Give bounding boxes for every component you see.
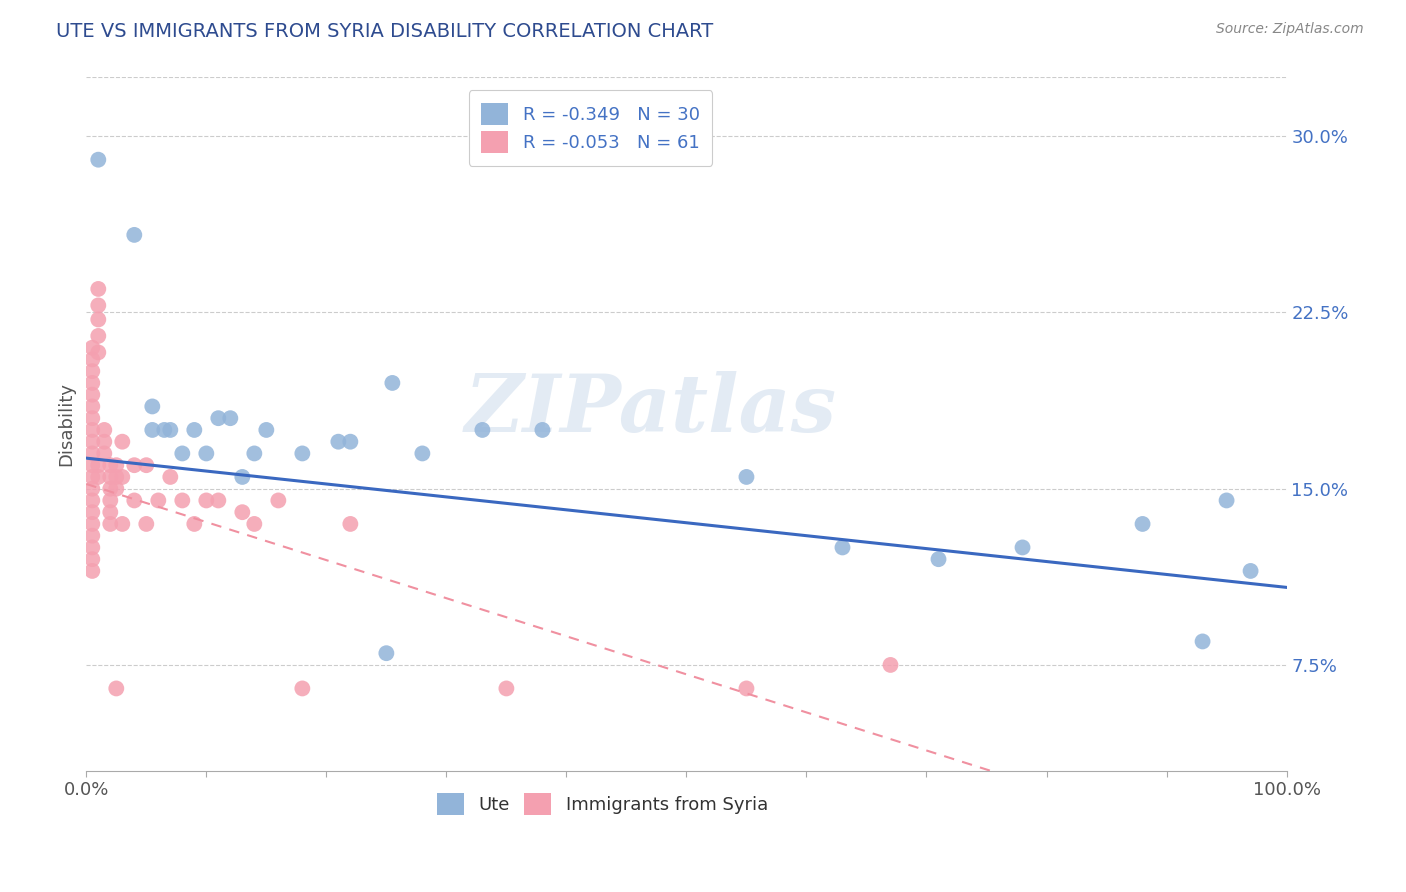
Point bbox=[82, 423, 104, 437]
Point bbox=[82, 387, 104, 401]
Point bbox=[87, 329, 110, 343]
Point bbox=[87, 345, 110, 359]
Point bbox=[159, 470, 181, 484]
Point bbox=[82, 352, 104, 367]
Point bbox=[105, 458, 128, 473]
Point bbox=[195, 493, 218, 508]
Point bbox=[111, 516, 134, 531]
Point bbox=[141, 423, 163, 437]
Point bbox=[82, 529, 104, 543]
Point bbox=[735, 681, 758, 696]
Point bbox=[82, 470, 104, 484]
Point bbox=[82, 482, 104, 496]
Point bbox=[82, 446, 104, 460]
Point bbox=[98, 505, 121, 519]
Point bbox=[124, 227, 146, 242]
Point bbox=[87, 458, 110, 473]
Point bbox=[291, 681, 314, 696]
Point bbox=[82, 541, 104, 555]
Point bbox=[82, 376, 104, 390]
Point bbox=[1191, 634, 1213, 648]
Legend: Ute, Immigrants from Syria: Ute, Immigrants from Syria bbox=[427, 784, 778, 824]
Point bbox=[219, 411, 242, 425]
Point bbox=[82, 411, 104, 425]
Point bbox=[291, 446, 314, 460]
Point bbox=[111, 434, 134, 449]
Point bbox=[105, 482, 128, 496]
Point bbox=[98, 482, 121, 496]
Point bbox=[98, 470, 121, 484]
Point bbox=[82, 458, 104, 473]
Y-axis label: Disability: Disability bbox=[58, 382, 75, 466]
Point bbox=[231, 470, 253, 484]
Point bbox=[153, 423, 176, 437]
Text: UTE VS IMMIGRANTS FROM SYRIA DISABILITY CORRELATION CHART: UTE VS IMMIGRANTS FROM SYRIA DISABILITY … bbox=[56, 22, 713, 41]
Point bbox=[93, 446, 115, 460]
Point bbox=[183, 423, 205, 437]
Point bbox=[531, 423, 554, 437]
Point bbox=[135, 458, 157, 473]
Point bbox=[831, 541, 853, 555]
Point bbox=[93, 423, 115, 437]
Point bbox=[98, 516, 121, 531]
Point bbox=[172, 493, 194, 508]
Point bbox=[82, 564, 104, 578]
Point bbox=[82, 505, 104, 519]
Point bbox=[172, 446, 194, 460]
Point bbox=[124, 458, 146, 473]
Text: Source: ZipAtlas.com: Source: ZipAtlas.com bbox=[1216, 22, 1364, 37]
Point bbox=[375, 646, 398, 660]
Point bbox=[82, 364, 104, 378]
Point bbox=[183, 516, 205, 531]
Point bbox=[243, 516, 266, 531]
Point bbox=[411, 446, 433, 460]
Point bbox=[207, 411, 229, 425]
Point bbox=[879, 657, 901, 672]
Point bbox=[141, 400, 163, 414]
Point bbox=[87, 282, 110, 296]
Point bbox=[243, 446, 266, 460]
Point bbox=[93, 434, 115, 449]
Point bbox=[267, 493, 290, 508]
Point bbox=[207, 493, 229, 508]
Point bbox=[328, 434, 350, 449]
Point bbox=[159, 423, 181, 437]
Point bbox=[87, 153, 110, 167]
Point bbox=[254, 423, 277, 437]
Point bbox=[339, 516, 361, 531]
Point bbox=[1239, 564, 1261, 578]
Point bbox=[87, 312, 110, 326]
Point bbox=[1215, 493, 1237, 508]
Point bbox=[98, 458, 121, 473]
Point bbox=[927, 552, 949, 566]
Point bbox=[195, 446, 218, 460]
Point bbox=[135, 516, 157, 531]
Point bbox=[82, 400, 104, 414]
Point bbox=[82, 434, 104, 449]
Point bbox=[111, 470, 134, 484]
Point bbox=[87, 470, 110, 484]
Point bbox=[339, 434, 361, 449]
Point bbox=[105, 681, 128, 696]
Point bbox=[98, 493, 121, 508]
Point bbox=[105, 470, 128, 484]
Point bbox=[82, 341, 104, 355]
Text: ZIPatlas: ZIPatlas bbox=[464, 371, 837, 449]
Point bbox=[82, 493, 104, 508]
Point bbox=[231, 505, 253, 519]
Point bbox=[87, 298, 110, 312]
Point bbox=[82, 516, 104, 531]
Point bbox=[471, 423, 494, 437]
Point bbox=[381, 376, 404, 390]
Point bbox=[1132, 516, 1154, 531]
Point bbox=[735, 470, 758, 484]
Point bbox=[148, 493, 170, 508]
Point bbox=[1011, 541, 1033, 555]
Point bbox=[82, 552, 104, 566]
Point bbox=[495, 681, 517, 696]
Point bbox=[124, 493, 146, 508]
